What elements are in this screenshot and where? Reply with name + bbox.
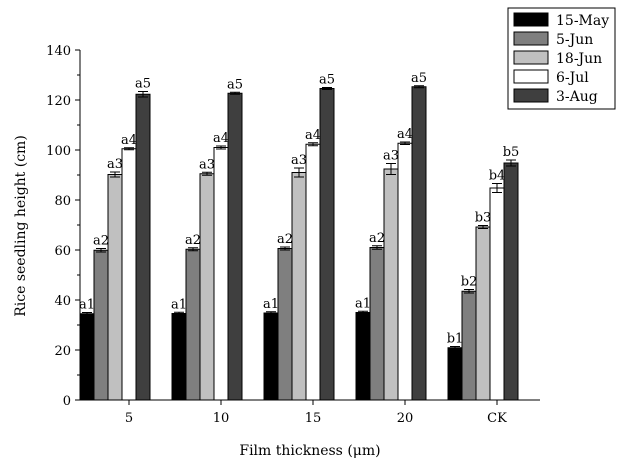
significance-label: a2 (93, 234, 109, 249)
bar (489, 187, 505, 401)
significance-label: a3 (199, 157, 215, 172)
legend-label: 3-Aug (556, 89, 598, 105)
bar (383, 168, 399, 401)
significance-label: b4 (489, 169, 506, 184)
significance-label: b1 (447, 332, 464, 347)
bar (461, 290, 477, 401)
bar (121, 148, 137, 401)
bar (397, 142, 413, 401)
y-tick-label: 120 (46, 94, 71, 109)
significance-label: b5 (503, 145, 520, 160)
significance-label: a1 (355, 296, 371, 311)
y-axis-title: Rice seedling height (cm) (13, 135, 29, 317)
bar (213, 147, 229, 401)
bar (227, 92, 243, 401)
bar (503, 162, 519, 401)
significance-label: a2 (277, 232, 293, 247)
x-tick-label: CK (487, 411, 507, 426)
bar (411, 86, 427, 401)
bar (93, 249, 109, 401)
significance-label: a1 (171, 297, 187, 312)
legend-swatch (513, 12, 549, 27)
significance-label: a5 (227, 77, 243, 92)
x-tick-label: 5 (125, 411, 133, 426)
y-tick-label: 80 (54, 194, 71, 209)
bar (277, 248, 293, 401)
legend-label: 15-May (556, 13, 609, 29)
legend-swatch (513, 69, 549, 84)
bar (475, 226, 491, 401)
legend-swatch (513, 50, 549, 65)
significance-label: a1 (263, 297, 279, 312)
bar (199, 173, 215, 401)
legend-swatch (513, 88, 549, 103)
y-tick-label: 0 (63, 394, 71, 409)
significance-label: a4 (397, 127, 413, 142)
significance-label: a3 (107, 157, 123, 172)
significance-label: a1 (79, 298, 95, 313)
y-tick-label: 40 (54, 294, 71, 309)
bar (185, 248, 201, 401)
legend: 15-May 5-Jun 18-Jun 6-Jul 3-Aug (507, 7, 616, 110)
bar (79, 313, 95, 401)
bar (171, 313, 187, 401)
significance-label: a2 (369, 231, 385, 246)
bar (291, 172, 307, 401)
bar (319, 88, 335, 401)
bar (369, 247, 385, 401)
significance-label: b2 (461, 275, 478, 290)
legend-swatch (513, 31, 549, 46)
legend-label: 18-Jun (556, 51, 602, 67)
x-tick-label: 20 (397, 411, 414, 426)
x-axis-title: Film thickness (μm) (239, 443, 380, 459)
y-tick-label: 60 (54, 244, 71, 259)
x-tick-label: 10 (213, 411, 230, 426)
legend-label: 5-Jun (556, 32, 593, 48)
significance-label: a5 (319, 73, 335, 88)
significance-label: a5 (135, 77, 151, 92)
significance-label: a4 (305, 128, 321, 143)
y-tick-label: 140 (46, 44, 71, 59)
bar (107, 174, 123, 401)
significance-label: a4 (121, 133, 137, 148)
significance-label: b3 (475, 211, 492, 226)
bar (355, 312, 371, 401)
y-tick-label: 20 (54, 344, 71, 359)
significance-label: a5 (411, 71, 427, 86)
x-tick-label: 15 (305, 411, 322, 426)
significance-label: a4 (213, 131, 229, 146)
y-tick-label: 100 (46, 144, 71, 159)
bar (263, 312, 279, 401)
significance-label: a3 (291, 153, 307, 168)
significance-label: a3 (383, 149, 399, 164)
y-axis-title-group: Rice seedling height (cm) (13, 135, 29, 317)
bar (135, 93, 151, 401)
bar (447, 347, 463, 401)
bar (305, 143, 321, 401)
legend-label: 6-Jul (556, 70, 589, 86)
plot-area: 0 20 40 60 80 100 120 140 5 a1 a2 a3 a4 a5 10 a1 a2 a3 a4 a… (46, 44, 540, 426)
significance-label: a2 (185, 233, 201, 248)
